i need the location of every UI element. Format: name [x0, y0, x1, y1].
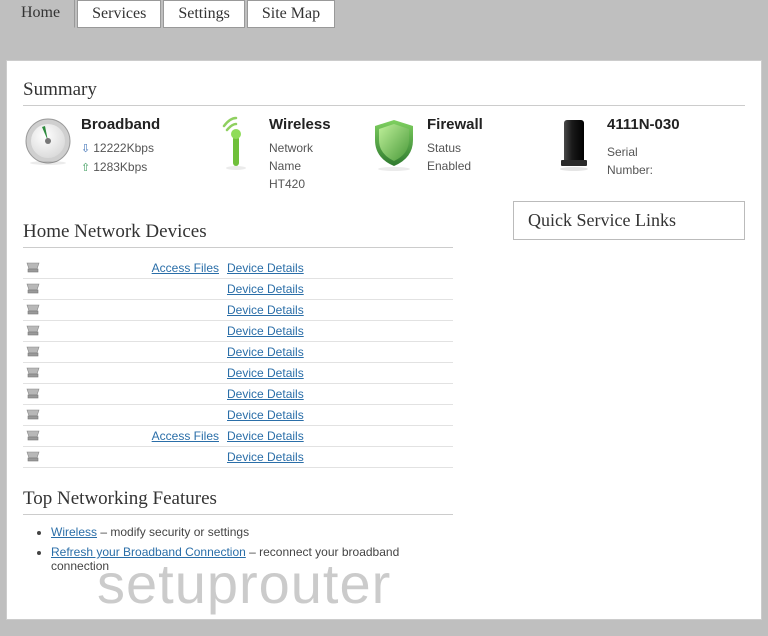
device-details-link[interactable]: Device Details	[227, 345, 304, 359]
device-details-cell: Device Details	[225, 426, 453, 447]
firewall-value: Enabled	[427, 157, 483, 175]
device-details-link[interactable]: Device Details	[227, 450, 304, 464]
device-icon	[23, 447, 45, 468]
device-details-cell: Device Details	[225, 342, 453, 363]
router-icon	[549, 116, 599, 174]
device-details-link[interactable]: Device Details	[227, 429, 304, 443]
table-row: Device Details	[23, 363, 453, 384]
content-wrapper: Summary	[0, 28, 768, 626]
table-row: Device Details	[23, 405, 453, 426]
device-details-link[interactable]: Device Details	[227, 282, 304, 296]
device-details-link[interactable]: Device Details	[227, 261, 304, 275]
device-label1: Serial	[607, 143, 680, 161]
device-label2: Number:	[607, 161, 680, 179]
device-icon	[23, 363, 45, 384]
summary-heading: Summary	[23, 79, 745, 106]
table-row: Device Details	[23, 447, 453, 468]
device-details-link[interactable]: Device Details	[227, 408, 304, 422]
right-column: Quick Service Links	[493, 221, 745, 240]
table-row: Access Files Device Details	[23, 426, 453, 447]
table-row: Access Files Device Details	[23, 258, 453, 279]
access-files-cell: Access Files	[45, 258, 225, 279]
table-row: Device Details	[23, 279, 453, 300]
device-icon	[23, 405, 45, 426]
tab-settings[interactable]: Settings	[163, 0, 245, 28]
quick-service-links-box: Quick Service Links	[513, 201, 745, 240]
access-files-link[interactable]: Access Files	[152, 261, 219, 275]
feature-link[interactable]: Wireless	[51, 525, 97, 539]
summary-broadband: Broadband ⇩12222Kbps ⇧1283Kbps	[23, 116, 201, 193]
features-heading: Top Networking Features	[23, 488, 453, 515]
gauge-icon	[23, 116, 73, 174]
summary-firewall: Firewall Status Enabled	[369, 116, 539, 193]
wireless-label1: Network	[269, 139, 331, 157]
antenna-icon	[211, 116, 261, 174]
device-icon	[23, 258, 45, 279]
broadband-up-value: 1283Kbps	[93, 160, 147, 174]
table-row: Device Details	[23, 300, 453, 321]
tab-site-map[interactable]: Site Map	[247, 0, 335, 28]
nav-tabs: HomeServicesSettingsSite Map	[0, 0, 768, 28]
access-files-cell	[45, 279, 225, 300]
access-files-cell	[45, 384, 225, 405]
list-item: Refresh your Broadband Connection – reco…	[51, 545, 431, 573]
device-icon	[23, 321, 45, 342]
wireless-title: Wireless	[269, 116, 331, 133]
access-files-link[interactable]: Access Files	[152, 429, 219, 443]
table-row: Device Details	[23, 342, 453, 363]
access-files-cell	[45, 405, 225, 426]
two-column: Home Network Devices Access Files Device …	[23, 221, 745, 579]
device-details-cell: Device Details	[225, 405, 453, 426]
summary-row: Broadband ⇩12222Kbps ⇧1283Kbps W	[23, 116, 745, 193]
devices-table: Access Files Device Details Device Details…	[23, 258, 453, 468]
device-details-cell: Device Details	[225, 279, 453, 300]
device-details-cell: Device Details	[225, 321, 453, 342]
device-title: 4111N-030	[607, 116, 680, 133]
device-icon	[23, 426, 45, 447]
device-details-cell: Device Details	[225, 258, 453, 279]
devices-heading: Home Network Devices	[23, 221, 453, 248]
device-details-cell: Device Details	[225, 300, 453, 321]
shield-icon	[369, 116, 419, 174]
table-row: Device Details	[23, 321, 453, 342]
feature-text: – modify security or settings	[97, 525, 249, 539]
broadband-up: ⇧1283Kbps	[81, 158, 160, 177]
firewall-label: Status	[427, 139, 483, 157]
features-list: Wireless – modify security or settings Re…	[23, 525, 453, 573]
device-icon	[23, 342, 45, 363]
device-details-link[interactable]: Device Details	[227, 366, 304, 380]
broadband-title: Broadband	[81, 116, 160, 133]
list-item: Wireless – modify security or settings	[51, 525, 431, 539]
left-column: Home Network Devices Access Files Device …	[23, 221, 453, 579]
device-details-cell: Device Details	[225, 447, 453, 468]
tab-home[interactable]: Home	[6, 0, 75, 28]
device-details-cell: Device Details	[225, 384, 453, 405]
features-section: Top Networking Features Wireless – modif…	[23, 488, 453, 573]
access-files-cell	[45, 447, 225, 468]
access-files-cell	[45, 321, 225, 342]
device-details-link[interactable]: Device Details	[227, 303, 304, 317]
device-icon	[23, 300, 45, 321]
broadband-down: ⇩12222Kbps	[81, 139, 160, 158]
broadband-down-value: 12222Kbps	[93, 141, 154, 155]
device-details-link[interactable]: Device Details	[227, 387, 304, 401]
summary-wireless: Wireless Network Name HT420	[211, 116, 359, 193]
tab-services[interactable]: Services	[77, 0, 161, 28]
wireless-label2: Name	[269, 157, 331, 175]
access-files-cell	[45, 363, 225, 384]
access-files-cell	[45, 300, 225, 321]
main-content: Summary	[6, 60, 762, 620]
device-details-cell: Device Details	[225, 363, 453, 384]
access-files-cell: Access Files	[45, 426, 225, 447]
summary-device: 4111N-030 Serial Number:	[549, 116, 719, 193]
device-details-link[interactable]: Device Details	[227, 324, 304, 338]
device-icon	[23, 279, 45, 300]
table-row: Device Details	[23, 384, 453, 405]
firewall-title: Firewall	[427, 116, 483, 133]
wireless-value: HT420	[269, 175, 331, 193]
access-files-cell	[45, 342, 225, 363]
feature-link[interactable]: Refresh your Broadband Connection	[51, 545, 246, 559]
device-icon	[23, 384, 45, 405]
